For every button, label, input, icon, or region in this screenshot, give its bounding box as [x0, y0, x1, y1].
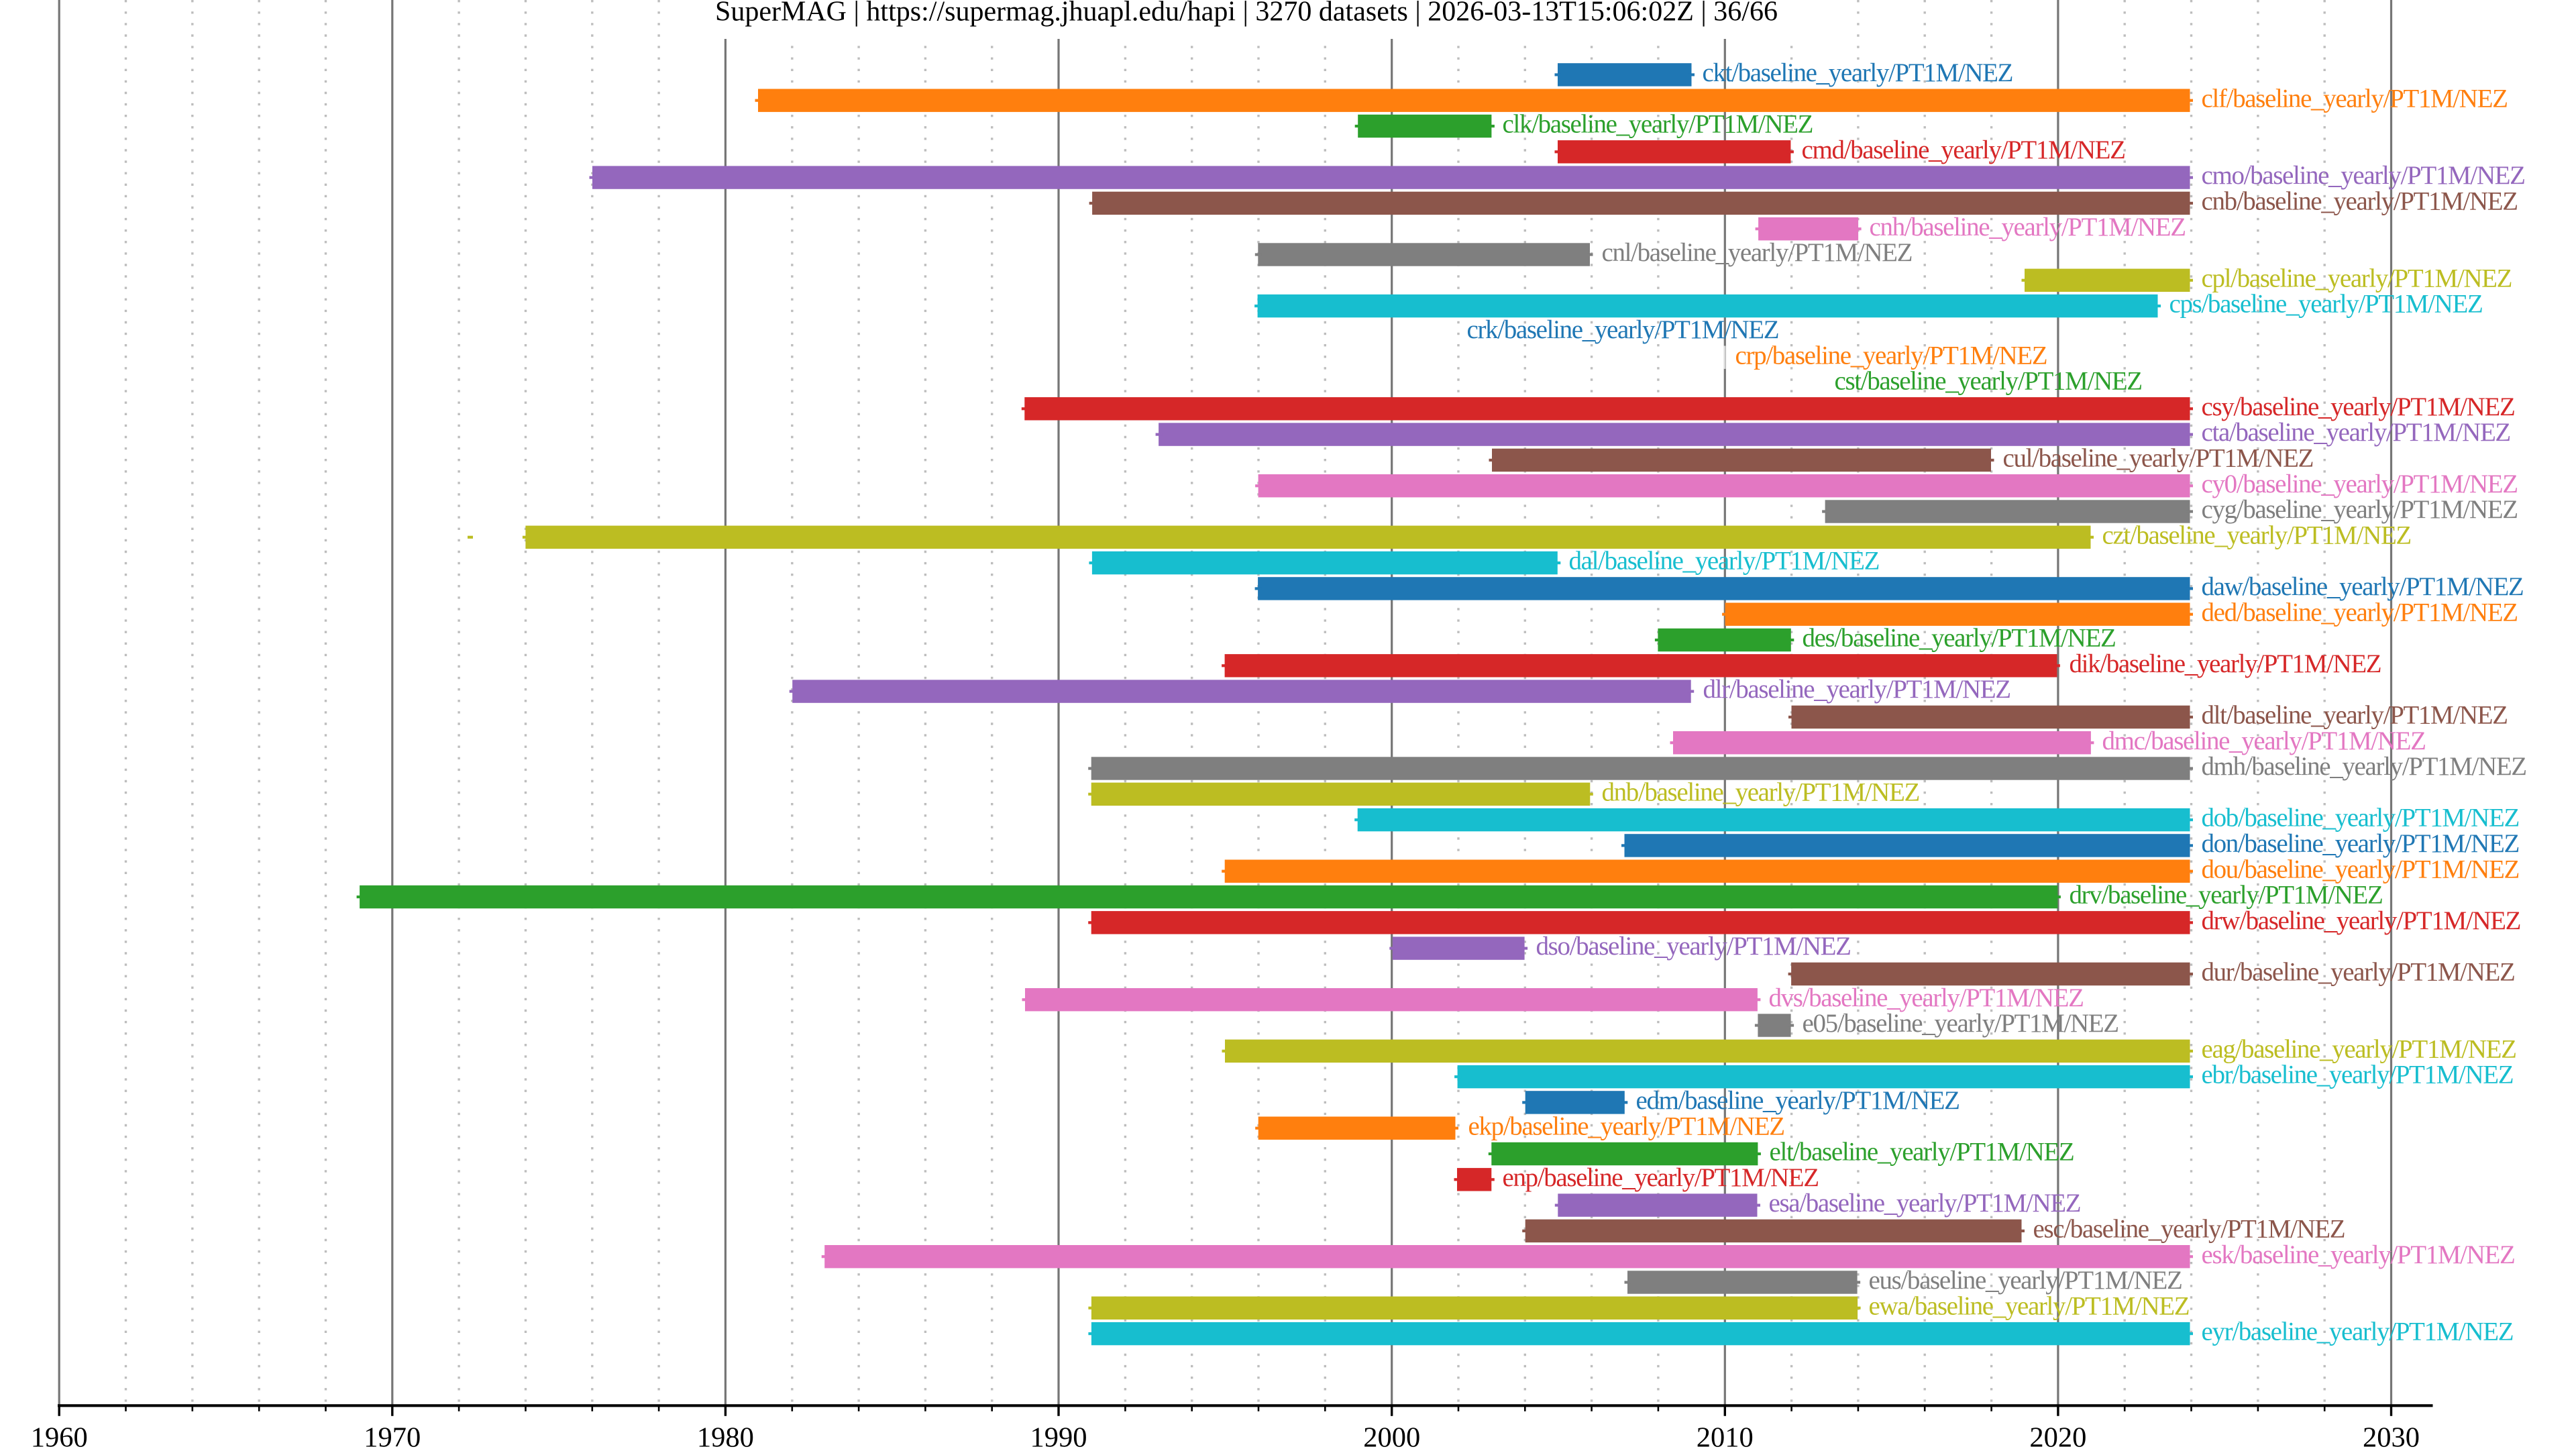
- svg-text:esc/baseline_yearly/PT1M/NEZ: esc/baseline_yearly/PT1M/NEZ: [2033, 1215, 2345, 1244]
- svg-text:dmh/baseline_yearly/PT1M/NEZ: dmh/baseline_yearly/PT1M/NEZ: [2202, 752, 2526, 781]
- svg-text:czt/baseline_yearly/PT1M/NEZ: czt/baseline_yearly/PT1M/NEZ: [2102, 521, 2411, 549]
- svg-text:dnb/baseline_yearly/PT1M/NEZ: dnb/baseline_yearly/PT1M/NEZ: [1602, 777, 1919, 806]
- svg-text:cpl/baseline_yearly/PT1M/NEZ: cpl/baseline_yearly/PT1M/NEZ: [2202, 264, 2512, 292]
- svg-text:edm/baseline_yearly/PT1M/NEZ: edm/baseline_yearly/PT1M/NEZ: [1636, 1086, 1960, 1115]
- svg-text:dlr/baseline_yearly/PT1M/NEZ: dlr/baseline_yearly/PT1M/NEZ: [1703, 675, 2010, 704]
- svg-text:2000: 2000: [1363, 1422, 1420, 1449]
- svg-text:cmd/baseline_yearly/PT1M/NEZ: cmd/baseline_yearly/PT1M/NEZ: [1802, 136, 2125, 164]
- svg-text:1990: 1990: [1030, 1422, 1087, 1449]
- svg-text:2030: 2030: [2363, 1422, 2420, 1449]
- svg-text:ckt/baseline_yearly/PT1M/NEZ: ckt/baseline_yearly/PT1M/NEZ: [1703, 58, 2013, 87]
- svg-text:dik/baseline_yearly/PT1M/NEZ: dik/baseline_yearly/PT1M/NEZ: [2070, 649, 2381, 678]
- svg-text:crp/baseline_yearly/PT1M/NEZ: crp/baseline_yearly/PT1M/NEZ: [1735, 341, 2047, 370]
- svg-text:dlt/baseline_yearly/PT1M/NEZ: dlt/baseline_yearly/PT1M/NEZ: [2202, 701, 2508, 730]
- svg-text:ekp/baseline_yearly/PT1M/NEZ: ekp/baseline_yearly/PT1M/NEZ: [1468, 1112, 1784, 1140]
- svg-text:2010: 2010: [1697, 1422, 1754, 1449]
- svg-text:daw/baseline_yearly/PT1M/NEZ: daw/baseline_yearly/PT1M/NEZ: [2202, 572, 2524, 601]
- svg-text:cmo/baseline_yearly/PT1M/NEZ: cmo/baseline_yearly/PT1M/NEZ: [2202, 161, 2525, 190]
- svg-text:ebr/baseline_yearly/PT1M/NEZ: ebr/baseline_yearly/PT1M/NEZ: [2202, 1061, 2514, 1089]
- svg-text:des/baseline_yearly/PT1M/NEZ: des/baseline_yearly/PT1M/NEZ: [1803, 624, 2116, 653]
- svg-text:csy/baseline_yearly/PT1M/NEZ: csy/baseline_yearly/PT1M/NEZ: [2202, 392, 2515, 421]
- svg-text:cy0/baseline_yearly/PT1M/NEZ: cy0/baseline_yearly/PT1M/NEZ: [2202, 470, 2518, 498]
- svg-text:don/baseline_yearly/PT1M/NEZ: don/baseline_yearly/PT1M/NEZ: [2202, 829, 2519, 858]
- svg-text:crk/baseline_yearly/PT1M/NEZ: crk/baseline_yearly/PT1M/NEZ: [1467, 315, 1779, 344]
- svg-text:cul/baseline_yearly/PT1M/NEZ: cul/baseline_yearly/PT1M/NEZ: [2003, 444, 2314, 473]
- svg-text:e05/baseline_yearly/PT1M/NEZ: e05/baseline_yearly/PT1M/NEZ: [1803, 1009, 2118, 1038]
- svg-text:ded/baseline_yearly/PT1M/NEZ: ded/baseline_yearly/PT1M/NEZ: [2202, 598, 2518, 627]
- svg-text:cst/baseline_yearly/PT1M/NEZ: cst/baseline_yearly/PT1M/NEZ: [1835, 367, 2142, 396]
- svg-text:eyr/baseline_yearly/PT1M/NEZ: eyr/baseline_yearly/PT1M/NEZ: [2202, 1318, 2514, 1346]
- svg-text:dvs/baseline_yearly/PT1M/NEZ: dvs/baseline_yearly/PT1M/NEZ: [1769, 983, 2084, 1012]
- svg-text:drv/baseline_yearly/PT1M/NEZ: drv/baseline_yearly/PT1M/NEZ: [2070, 881, 2383, 910]
- svg-text:esa/baseline_yearly/PT1M/NEZ: esa/baseline_yearly/PT1M/NEZ: [1769, 1189, 2081, 1218]
- svg-text:dal/baseline_yearly/PT1M/NEZ: dal/baseline_yearly/PT1M/NEZ: [1569, 547, 1880, 576]
- svg-text:cnl/baseline_yearly/PT1M/NEZ: cnl/baseline_yearly/PT1M/NEZ: [1602, 238, 1913, 267]
- svg-text:dmc/baseline_yearly/PT1M/NEZ: dmc/baseline_yearly/PT1M/NEZ: [2102, 727, 2426, 755]
- svg-text:drw/baseline_yearly/PT1M/NEZ: drw/baseline_yearly/PT1M/NEZ: [2202, 906, 2521, 935]
- svg-text:esk/baseline_yearly/PT1M/NEZ: esk/baseline_yearly/PT1M/NEZ: [2202, 1240, 2515, 1269]
- svg-text:cps/baseline_yearly/PT1M/NEZ: cps/baseline_yearly/PT1M/NEZ: [2169, 290, 2483, 319]
- svg-text:ewa/baseline_yearly/PT1M/NEZ: ewa/baseline_yearly/PT1M/NEZ: [1869, 1291, 2190, 1320]
- svg-text:1980: 1980: [697, 1422, 754, 1449]
- svg-text:eus/baseline_yearly/PT1M/NEZ: eus/baseline_yearly/PT1M/NEZ: [1869, 1266, 2182, 1295]
- svg-text:dob/baseline_yearly/PT1M/NEZ: dob/baseline_yearly/PT1M/NEZ: [2202, 804, 2519, 833]
- svg-text:1960: 1960: [31, 1422, 88, 1449]
- svg-text:dur/baseline_yearly/PT1M/NEZ: dur/baseline_yearly/PT1M/NEZ: [2202, 958, 2515, 987]
- svg-text:clf/baseline_yearly/PT1M/NEZ: clf/baseline_yearly/PT1M/NEZ: [2202, 84, 2508, 113]
- svg-text:dso/baseline_yearly/PT1M/NEZ: dso/baseline_yearly/PT1M/NEZ: [1536, 932, 1851, 961]
- svg-text:1970: 1970: [364, 1422, 421, 1449]
- svg-text:cnh/baseline_yearly/PT1M/NEZ: cnh/baseline_yearly/PT1M/NEZ: [1870, 213, 2186, 241]
- svg-text:2020: 2020: [2029, 1422, 2086, 1449]
- svg-text:cta/baseline_yearly/PT1M/NEZ: cta/baseline_yearly/PT1M/NEZ: [2202, 418, 2510, 447]
- svg-text:elt/baseline_yearly/PT1M/NEZ: elt/baseline_yearly/PT1M/NEZ: [1770, 1138, 2074, 1167]
- svg-text:clk/baseline_yearly/PT1M/NEZ: clk/baseline_yearly/PT1M/NEZ: [1503, 110, 1813, 139]
- svg-text:SuperMAG | https://supermag.jh: SuperMAG | https://supermag.jhuapl.edu/h…: [715, 0, 1778, 28]
- svg-text:eag/baseline_yearly/PT1M/NEZ: eag/baseline_yearly/PT1M/NEZ: [2202, 1034, 2516, 1063]
- svg-text:enp/baseline_yearly/PT1M/NEZ: enp/baseline_yearly/PT1M/NEZ: [1503, 1163, 1819, 1192]
- svg-text:cyg/baseline_yearly/PT1M/NEZ: cyg/baseline_yearly/PT1M/NEZ: [2202, 495, 2518, 524]
- svg-text:dou/baseline_yearly/PT1M/NEZ: dou/baseline_yearly/PT1M/NEZ: [2202, 855, 2519, 883]
- svg-text:cnb/baseline_yearly/PT1M/NEZ: cnb/baseline_yearly/PT1M/NEZ: [2202, 187, 2518, 216]
